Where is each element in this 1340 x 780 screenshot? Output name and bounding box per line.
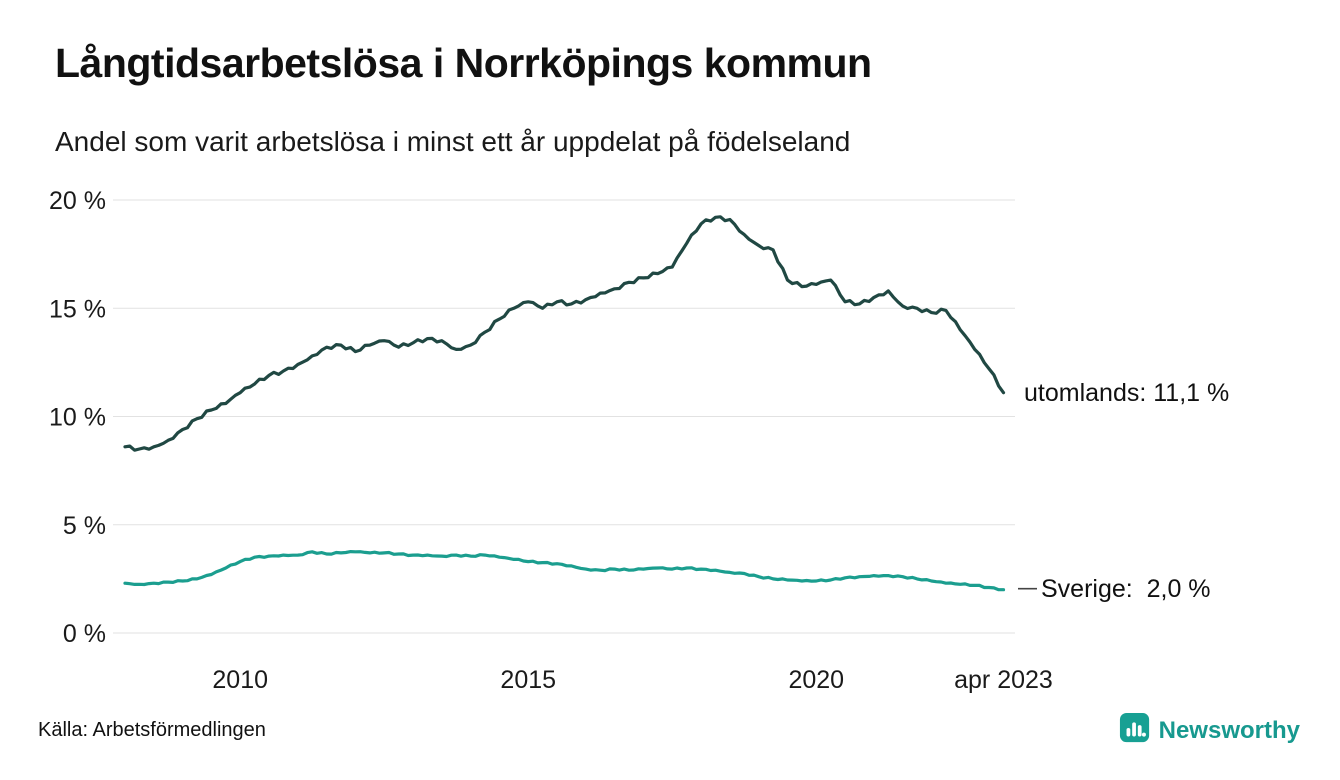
page-subtitle: Andel som varit arbetslösa i minst ett å… <box>55 126 851 157</box>
page-title: Långtidsarbetslösa i Norrköpings kommun <box>55 40 872 86</box>
y-axis-tick-label: 10 % <box>49 404 106 432</box>
source-note: Källa: Arbetsförmedlingen <box>38 719 266 741</box>
x-axis-tick-label: 2020 <box>788 666 844 694</box>
y-axis-tick-label: 20 % <box>49 187 106 215</box>
y-axis-tick-label: 0 % <box>63 620 106 648</box>
series-end-label-sverige: Sverige: 2,0 % <box>1041 575 1211 603</box>
x-axis-tick-label: 2010 <box>212 666 268 694</box>
x-axis-tick-label: 2015 <box>500 666 556 694</box>
y-axis-tick-label: 5 % <box>63 512 106 540</box>
newsworthy-logo: Newsworthy <box>1119 712 1300 749</box>
y-axis-tick-label: 15 % <box>49 295 106 323</box>
series-line-Sverige <box>123 550 1006 592</box>
newsworthy-chart-icon <box>1119 712 1151 749</box>
series-line-utomlands <box>123 215 1006 452</box>
x-axis-tick-label: apr 2023 <box>954 666 1053 694</box>
series-end-label-utomlands: utomlands: 11,1 % <box>1024 379 1230 407</box>
newsworthy-wordmark: Newsworthy <box>1158 716 1300 744</box>
